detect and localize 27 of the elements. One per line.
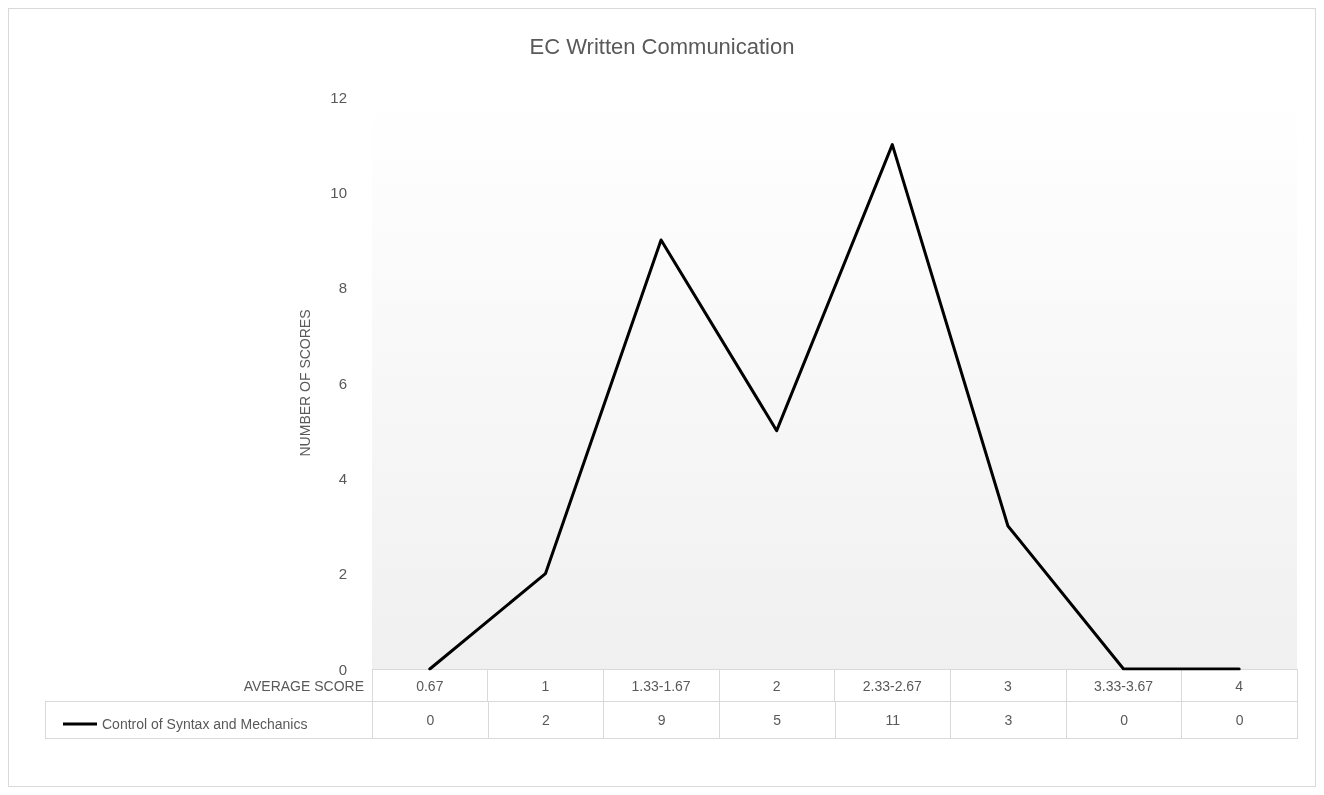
x-tick-label: 3.33-3.67 xyxy=(1093,678,1154,694)
data-label: 0 xyxy=(1065,701,1183,739)
y-tick-label: 2 xyxy=(338,565,347,583)
data-label: 11 xyxy=(834,701,952,739)
data-label: 3 xyxy=(950,701,1067,739)
x-tick-label: 1.33-1.67 xyxy=(631,678,691,694)
x-tick-label: 4 xyxy=(1235,678,1244,694)
y-tick-label: 6 xyxy=(338,374,347,392)
data-label: 5 xyxy=(718,701,836,739)
x-tick-label: 2.33-2.67 xyxy=(862,678,923,694)
data-label: 9 xyxy=(603,701,720,739)
y-tick-label: 12 xyxy=(330,88,347,106)
y-tick-label: 4 xyxy=(338,469,347,487)
data-label: 0 xyxy=(372,701,489,739)
x-tick-label: 2 xyxy=(772,678,781,694)
x-tick-label: 1 xyxy=(541,678,550,694)
y-tick-label: 0 xyxy=(338,660,347,678)
legend-label: Control of Syntax and Mechanics xyxy=(102,716,308,732)
data-label: 0 xyxy=(1181,701,1298,739)
x-tick-label: 3 xyxy=(1004,678,1013,694)
y-tick-label: 8 xyxy=(338,279,347,297)
line-series xyxy=(428,143,1241,671)
data-label: 2 xyxy=(487,701,605,739)
x-tick-label: 0.67 xyxy=(416,678,444,694)
y-axis-title: NUMBER OF SCORES xyxy=(297,309,313,457)
y-tick-label: 10 xyxy=(330,183,347,201)
chart-title: EC Written Communication xyxy=(529,33,795,59)
